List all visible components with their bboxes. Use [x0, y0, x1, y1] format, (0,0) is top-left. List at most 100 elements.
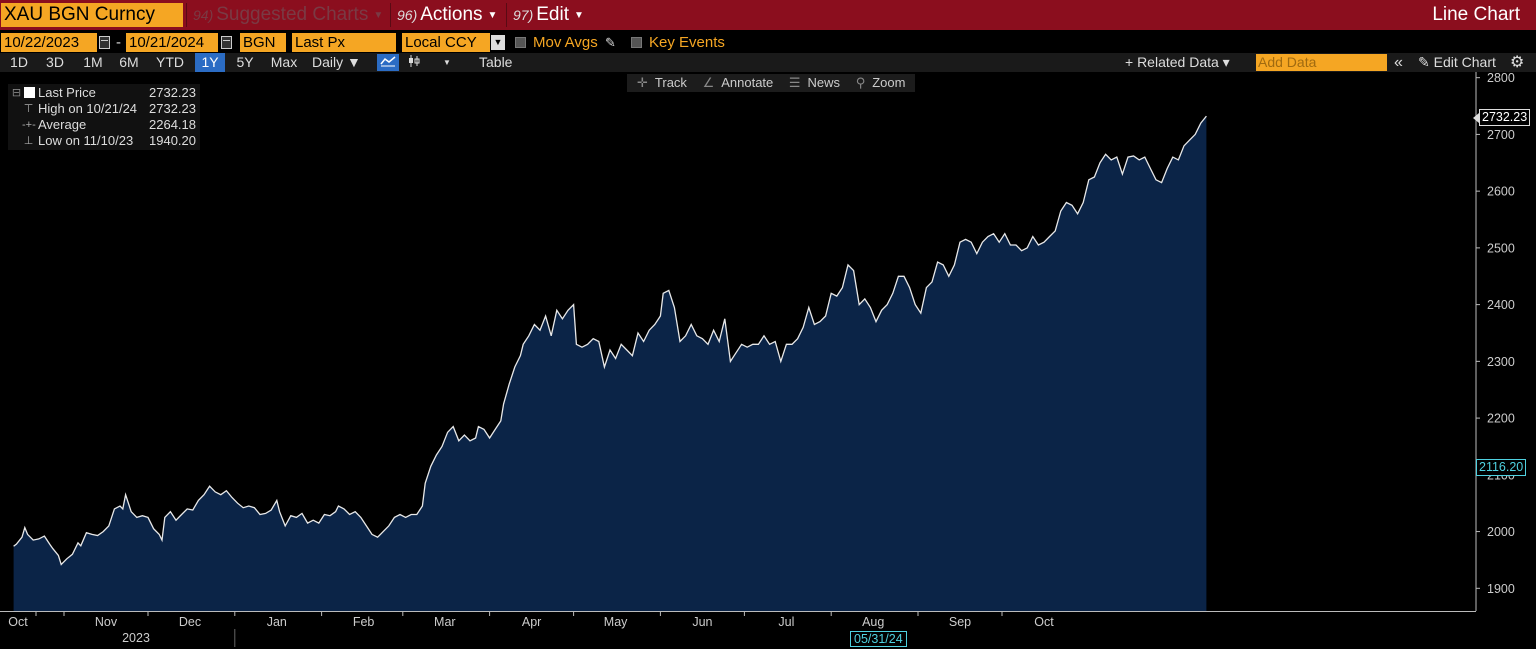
title-bar: XAU BGN Curncy 94) Suggested Charts ▼ 96) A…	[0, 0, 1536, 30]
suggested-charts-menu[interactable]: 94) Suggested Charts ▼	[186, 3, 386, 27]
legend-label: High on 10/21/24	[38, 101, 138, 116]
period-ytd[interactable]: YTD	[156, 54, 184, 70]
actions-menu[interactable]: 96) Actions ▼	[390, 3, 502, 27]
price-chart[interactable]: 1900200021002200230024002500260027002800…	[0, 72, 1536, 649]
window-title: Line Chart	[1432, 4, 1520, 25]
chevron-down-icon[interactable]: ▼	[443, 58, 451, 67]
frequency-dropdown[interactable]: Daily ▼	[312, 54, 361, 70]
security-ticker-field[interactable]: XAU BGN Curncy	[1, 3, 183, 27]
x-tick-label: Jun	[692, 615, 712, 629]
y-tick-label: 2800	[1487, 72, 1515, 85]
period-1m[interactable]: 1M	[83, 54, 103, 70]
news-tool[interactable]: ☰ News	[786, 75, 843, 90]
legend-value: 1940.20	[149, 133, 196, 148]
currency-selector[interactable]: Local CCY	[402, 33, 490, 52]
table-button[interactable]: Table	[479, 54, 513, 70]
related-data-button[interactable]: + Related Data ▾	[1125, 54, 1230, 70]
news-label: News	[807, 75, 841, 90]
date-separator: -	[116, 34, 121, 51]
chevron-down-icon[interactable]: ▼	[491, 35, 505, 50]
menu-label: Edit	[536, 4, 569, 25]
edit-menu[interactable]: 97) Edit ▼	[506, 3, 592, 27]
calendar-icon[interactable]	[99, 36, 110, 49]
add-data-input[interactable]: Add Data	[1256, 54, 1387, 71]
last-price-tag: 2732.23	[1472, 109, 1531, 126]
expand-icon[interactable]: ⊟	[11, 87, 22, 99]
menu-number: 96)	[397, 7, 418, 23]
y-tick-label: 1900	[1487, 582, 1515, 596]
track-tool[interactable]: ✛ Track	[634, 75, 690, 90]
annotate-label: Annotate	[721, 75, 774, 90]
period-max[interactable]: Max	[270, 54, 298, 70]
x-tick-label: Apr	[522, 615, 541, 629]
low-marker-icon: ⊥	[23, 135, 34, 147]
chart-area[interactable]: 1900200021002200230024002500260027002800…	[0, 72, 1536, 649]
series-color-swatch	[24, 87, 35, 98]
parameter-row: 10/22/2023 - 10/21/2024 BGN Last Px Loca…	[0, 33, 1536, 53]
period-3d[interactable]: 3D	[46, 54, 64, 70]
legend-row-last: ⊟ Last Price 2732.23	[8, 85, 200, 101]
news-icon: ☰	[788, 75, 801, 90]
legend-value: 2732.23	[149, 101, 196, 116]
y-tick-label: 2500	[1487, 241, 1515, 255]
y-tick-label: 2000	[1487, 525, 1515, 539]
legend-value: 2264.18	[149, 117, 196, 132]
mov-avgs-label[interactable]: Mov Avgs	[533, 34, 598, 51]
crosshair-icon: ✛	[637, 75, 648, 90]
x-tick-label: Sep	[949, 615, 971, 629]
calendar-icon[interactable]	[221, 36, 232, 49]
legend-label: Average	[38, 117, 87, 132]
edit-chart-button[interactable]: ✎ Edit Chart	[1418, 53, 1496, 72]
mov-avgs-checkbox[interactable]	[515, 37, 526, 48]
average-marker-icon: -+-	[22, 119, 36, 131]
collapse-icon[interactable]: «	[1394, 54, 1403, 71]
start-date-field[interactable]: 10/22/2023	[1, 33, 97, 52]
edit-chart-label: Edit Chart	[1433, 54, 1496, 70]
x-tick-label: Oct	[8, 615, 28, 629]
chevron-down-icon: ▼	[573, 10, 584, 21]
x-tick-label: Aug	[862, 615, 884, 629]
menu-number: 94)	[193, 7, 214, 23]
line-chart-icon[interactable]	[377, 54, 399, 71]
pencil-icon: ✎	[1418, 54, 1430, 70]
legend-value: 2732.23	[149, 85, 196, 100]
chart-legend[interactable]: ⊟ Last Price 2732.23 ⊤ High on 10/21/24 …	[8, 84, 200, 150]
x-tick-label: Mar	[434, 615, 456, 629]
period-1y[interactable]: 1Y	[195, 53, 225, 72]
candlestick-icon[interactable]	[403, 54, 425, 71]
price-area-fill	[13, 116, 1207, 611]
x-tick-label: Jan	[267, 615, 287, 629]
key-events-checkbox[interactable]	[631, 37, 642, 48]
annotate-tool[interactable]: ∠ Annotate	[700, 75, 777, 90]
y-tick-label: 2200	[1487, 412, 1515, 426]
x-tick-label: Jul	[778, 615, 794, 629]
period-6m[interactable]: 6M	[119, 54, 139, 70]
zoom-label: Zoom	[872, 75, 906, 90]
crosshair-date-tag: 05/31/24	[850, 631, 907, 647]
y-tick-label: 2400	[1487, 298, 1515, 312]
price-field-selector[interactable]: Last Px	[292, 33, 396, 52]
legend-row-high: ⊤ High on 10/21/24 2732.23	[8, 101, 200, 117]
key-events-label[interactable]: Key Events	[649, 34, 725, 51]
price-line	[13, 115, 1207, 566]
y-tick-label: 2300	[1487, 355, 1515, 369]
zoom-tool[interactable]: ⚲ Zoom	[853, 75, 909, 90]
legend-label: Low on 11/10/23	[38, 133, 134, 148]
legend-label: Last Price	[38, 85, 96, 100]
y-tick-label: 2600	[1487, 185, 1515, 199]
pencil-icon[interactable]: ✎	[605, 35, 616, 50]
gear-icon[interactable]: ⚙	[1510, 54, 1525, 71]
pricing-source-field[interactable]: BGN	[240, 33, 286, 52]
legend-row-average: -+- Average 2264.18	[8, 117, 200, 133]
period-5y[interactable]: 5Y	[236, 54, 254, 70]
end-date-field[interactable]: 10/21/2024	[126, 33, 218, 52]
menu-label: Actions	[420, 4, 483, 25]
crosshair-price-tag: 2116.20	[1476, 459, 1527, 476]
high-marker-icon: ⊤	[23, 103, 34, 115]
period-1d[interactable]: 1D	[10, 54, 28, 70]
chart-toolbar: 1D 3D 1M 6M YTD 1Y 5Y Max Daily ▼ ▼ Tabl…	[0, 53, 1536, 72]
x-tick-label: Oct	[1034, 615, 1054, 629]
x-tick-label: Dec	[179, 615, 201, 629]
chevron-down-icon: ▼	[487, 10, 498, 21]
legend-row-low: ⊥ Low on 11/10/23 1940.20	[8, 133, 200, 149]
